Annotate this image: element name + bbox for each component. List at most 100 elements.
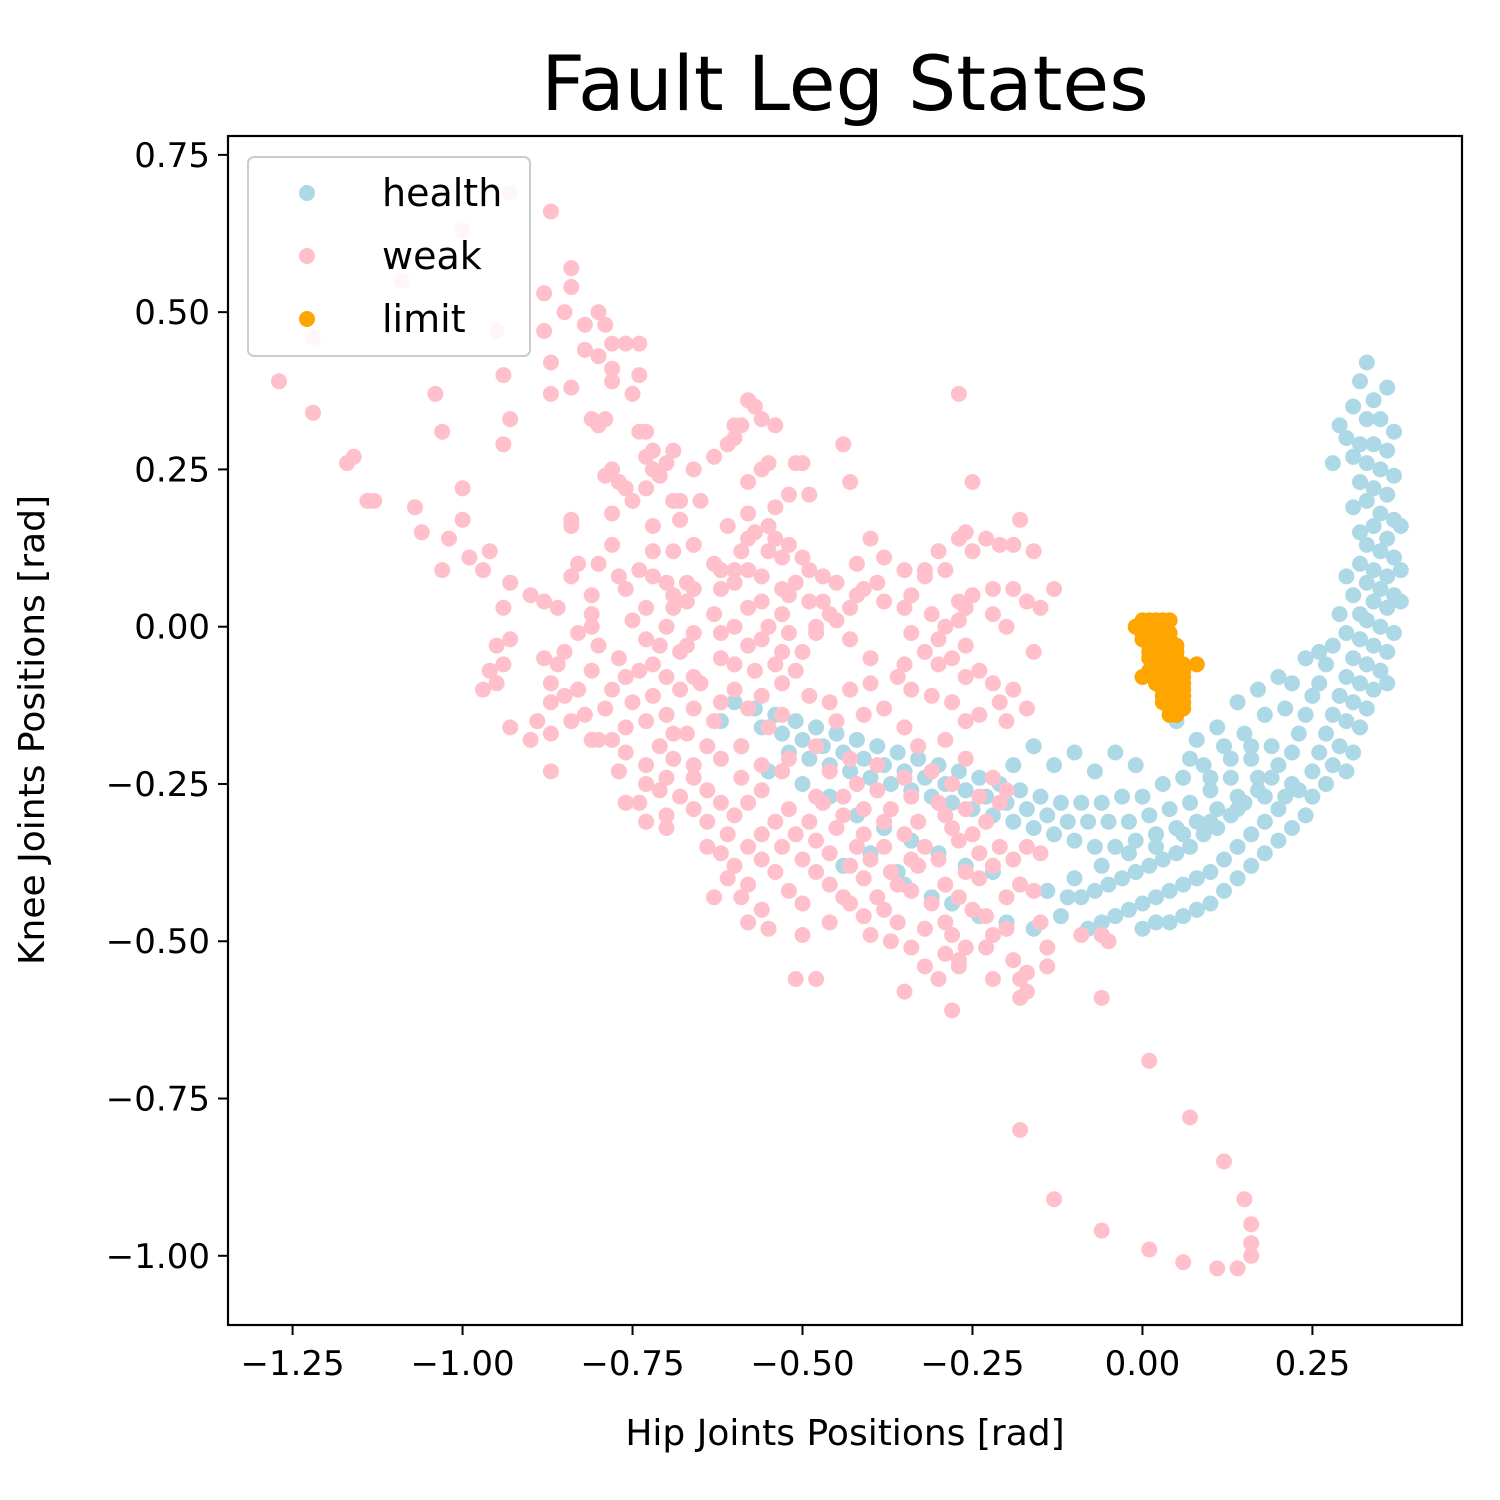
weak-point (590, 417, 607, 434)
weak-point (638, 631, 655, 648)
health-point (1202, 782, 1219, 799)
weak-point (753, 461, 770, 478)
health-point (1256, 813, 1273, 830)
health-point (1304, 788, 1321, 805)
weak-point (801, 486, 818, 503)
health-point (869, 738, 886, 755)
weak-point (930, 656, 947, 673)
weak-point (780, 587, 797, 604)
weak-point (576, 316, 593, 333)
weak-point (753, 757, 770, 774)
y-tick-label: 0.75 (134, 136, 210, 176)
health-point (1372, 618, 1389, 635)
weak-point (624, 612, 641, 629)
x-tick-label: −0.50 (750, 1344, 854, 1384)
weak-point (944, 694, 961, 711)
weak-point (1012, 511, 1029, 528)
weak-point (896, 826, 913, 843)
weak-point (624, 385, 641, 402)
weak-point (604, 373, 621, 390)
weak-point (733, 769, 750, 786)
weak-point (536, 323, 553, 339)
weak-point (495, 656, 512, 673)
health-point (1229, 788, 1246, 805)
health-point (1025, 738, 1042, 755)
health-point (1352, 555, 1368, 572)
weak-point (1012, 876, 1029, 893)
weak-point (787, 971, 804, 987)
weak-point (638, 448, 655, 465)
health-point (1243, 750, 1260, 767)
weak-point (855, 826, 872, 843)
weak-point (617, 581, 634, 597)
weak-point (570, 555, 587, 572)
health-point (1304, 687, 1321, 704)
health-point (1284, 820, 1300, 836)
weak-point (957, 637, 974, 654)
weak-point (366, 492, 383, 509)
health-point (1284, 744, 1300, 761)
health-point (910, 750, 927, 767)
weak-point (903, 681, 920, 698)
weak-point (910, 813, 927, 830)
weak-point (780, 750, 797, 767)
weak-point (1182, 1109, 1198, 1126)
weak-point (1018, 838, 1035, 855)
health-point (794, 776, 811, 792)
health-point (848, 731, 865, 748)
weak-point (998, 920, 1015, 937)
health-point (1093, 914, 1110, 931)
weak-point (808, 738, 825, 755)
health-point (1046, 826, 1063, 843)
weak-point (896, 719, 913, 736)
health-point (1046, 757, 1063, 774)
weak-point (624, 492, 641, 509)
health-point (1086, 763, 1103, 780)
health-point (1195, 757, 1212, 774)
weak-point (930, 794, 947, 811)
weak-point (855, 581, 872, 597)
weak-point (631, 562, 648, 579)
weak-point (502, 631, 519, 648)
weak-point (923, 687, 940, 704)
health-point (1154, 776, 1171, 792)
weak-point (998, 713, 1015, 730)
weak-point (665, 725, 682, 742)
health-point (1216, 882, 1232, 899)
weak-point (631, 662, 648, 679)
weak-point (685, 625, 702, 641)
health-point (1086, 838, 1103, 855)
weak-point (889, 914, 906, 931)
health-point (1100, 813, 1117, 830)
x-axis-label: Hip Joints Positions [rad] (625, 1413, 1064, 1454)
weak-point (957, 669, 974, 685)
weak-point (944, 1002, 961, 1019)
health-point (1358, 354, 1375, 371)
weak-point (767, 813, 784, 830)
weak-point (964, 543, 981, 560)
health-point (1127, 864, 1144, 880)
health-point (1182, 838, 1198, 855)
weak-point (753, 687, 770, 704)
weak-point (1025, 882, 1042, 899)
weak-point (726, 656, 743, 673)
weak-point (916, 958, 933, 975)
weak-point (950, 832, 967, 849)
weak-point (631, 794, 648, 811)
weak-point (685, 757, 702, 774)
weak-point (937, 914, 954, 931)
weak-point (910, 738, 927, 755)
health-point (1209, 801, 1226, 818)
chart-title: Fault Leg States (541, 39, 1148, 128)
weak-point (1032, 599, 1049, 616)
weak-point (712, 750, 729, 767)
weak-point (760, 618, 777, 635)
y-tick-label: −0.25 (106, 765, 210, 805)
weak-point (583, 618, 600, 635)
health-point (1352, 373, 1368, 390)
weak-point (726, 618, 743, 635)
health-point (1358, 536, 1375, 553)
weak-point (617, 744, 634, 761)
health-point (1352, 474, 1368, 490)
health-point (957, 782, 974, 799)
